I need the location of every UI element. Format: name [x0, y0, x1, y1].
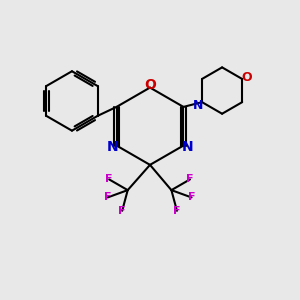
- Text: F: F: [118, 206, 126, 216]
- Text: F: F: [105, 174, 113, 184]
- Text: N: N: [182, 140, 194, 154]
- Text: F: F: [188, 192, 195, 203]
- Text: F: F: [186, 174, 194, 184]
- Text: F: F: [104, 192, 111, 203]
- Text: N: N: [106, 140, 118, 154]
- Text: F: F: [173, 206, 181, 216]
- Text: O: O: [241, 71, 252, 84]
- Text: O: O: [144, 78, 156, 92]
- Text: N: N: [193, 99, 204, 112]
